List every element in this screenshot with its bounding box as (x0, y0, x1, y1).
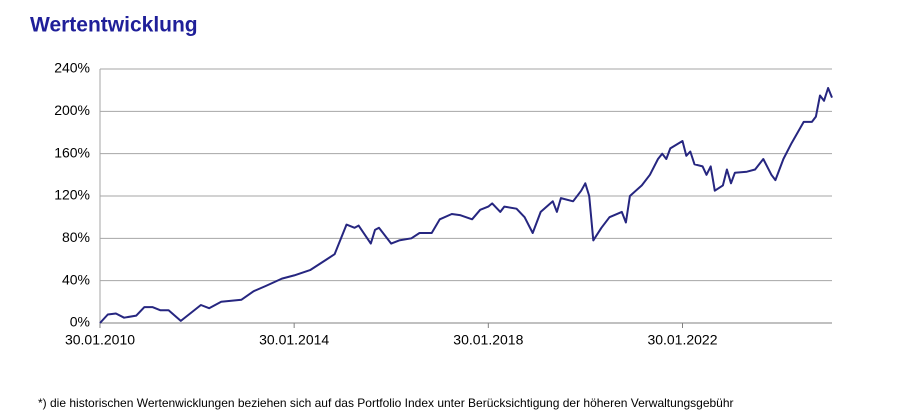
line-series (99, 87, 833, 324)
y-tick-label: 240% (54, 60, 90, 76)
chart-title: Wertentwicklung (30, 14, 198, 37)
x-tick-label: 30.01.2022 (647, 332, 717, 348)
y-tick-label: 40% (62, 271, 90, 287)
y-tick-label: 0% (70, 314, 90, 330)
footnote: *) die historischen Wertenwicklungen bez… (38, 396, 734, 410)
y-tick-label: 80% (62, 229, 90, 245)
x-tick-label: 30.01.2014 (259, 332, 329, 348)
y-tick-label: 120% (54, 187, 90, 203)
y-tick-label: 200% (54, 102, 90, 118)
y-tick-label: 160% (54, 144, 90, 160)
x-tick-label: 30.01.2018 (453, 332, 523, 348)
x-tick-label: 30.01.2010 (65, 332, 135, 348)
